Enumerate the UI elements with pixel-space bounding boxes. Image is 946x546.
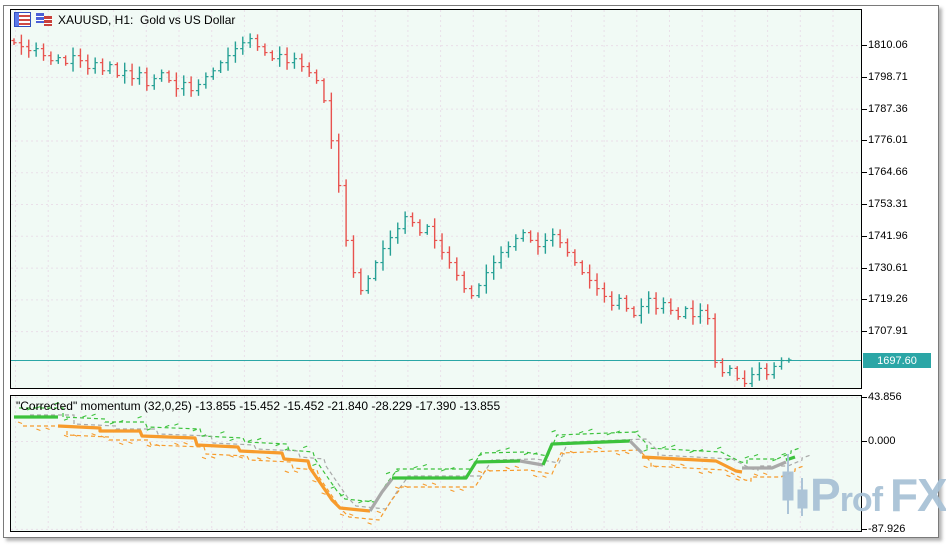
candlestick-logo-icon (782, 454, 808, 516)
grid (11, 10, 861, 531)
indicator-axis-label: -87.926 (868, 523, 906, 535)
prof-fx-watermark: P rof FX (780, 450, 946, 518)
indicator-axis-label-tick (862, 397, 867, 398)
bar-chart-icon[interactable] (36, 13, 53, 26)
price-axis-label: 1730.61 (868, 262, 908, 274)
upper-band-dashed (19, 407, 801, 503)
price-axis-label: 1810.06 (868, 39, 908, 51)
momentum-main-line (14, 415, 796, 513)
price-axis-label-tick (862, 77, 867, 78)
quotes-table-icon[interactable] (14, 12, 31, 27)
indicator-noise-ticks (17, 401, 786, 525)
main-chart-pane (10, 9, 862, 389)
price-axis-label-tick (862, 204, 867, 205)
chart-title-bar: XAUUSD, H1: Gold vs US Dollar (14, 12, 235, 27)
price-axis-label: 1776.01 (868, 134, 908, 146)
price-axis-label: 1719.26 (868, 293, 908, 305)
current-price-value: 1697.60 (877, 354, 917, 367)
watermark-text-p: P (810, 469, 841, 521)
price-axis-label: 1741.96 (868, 230, 908, 242)
indicator-pane (10, 395, 862, 532)
indicator-axis-label: 0.000 (868, 435, 896, 447)
watermark-text-rof: rof (839, 481, 883, 519)
price-axis-label-tick (862, 45, 867, 46)
price-axis-label-tick (862, 331, 867, 332)
price-axis-label-tick (862, 140, 867, 141)
indicator-label: "Corrected" momentum (32,0,25) -13.855 -… (16, 399, 501, 413)
watermark-text-fx: FX (890, 469, 946, 521)
price-axis-label-tick (862, 268, 867, 269)
indicator-axis-label-tick (862, 529, 867, 530)
price-axis-label: 1787.36 (868, 103, 908, 115)
price-axis-label-tick (862, 109, 867, 110)
price-axis-label: 1753.31 (868, 198, 908, 210)
price-axis-label: 1707.91 (868, 325, 908, 337)
price-axis-label-tick (862, 299, 867, 300)
price-axis-label: 1798.71 (868, 71, 908, 83)
chart-title: XAUUSD, H1: Gold vs US Dollar (58, 12, 236, 27)
indicator-axis-label-tick (862, 441, 867, 442)
price-axis-label-tick (862, 236, 867, 237)
price-axis-label: 1764.66 (868, 166, 908, 178)
current-price-tag: 1697.60 (863, 353, 931, 368)
lower-band-dashed (23, 425, 805, 521)
price-axis-label-tick (862, 172, 867, 173)
indicator-axis-label: 43.856 (868, 391, 902, 403)
ohlc-bars (11, 33, 792, 387)
